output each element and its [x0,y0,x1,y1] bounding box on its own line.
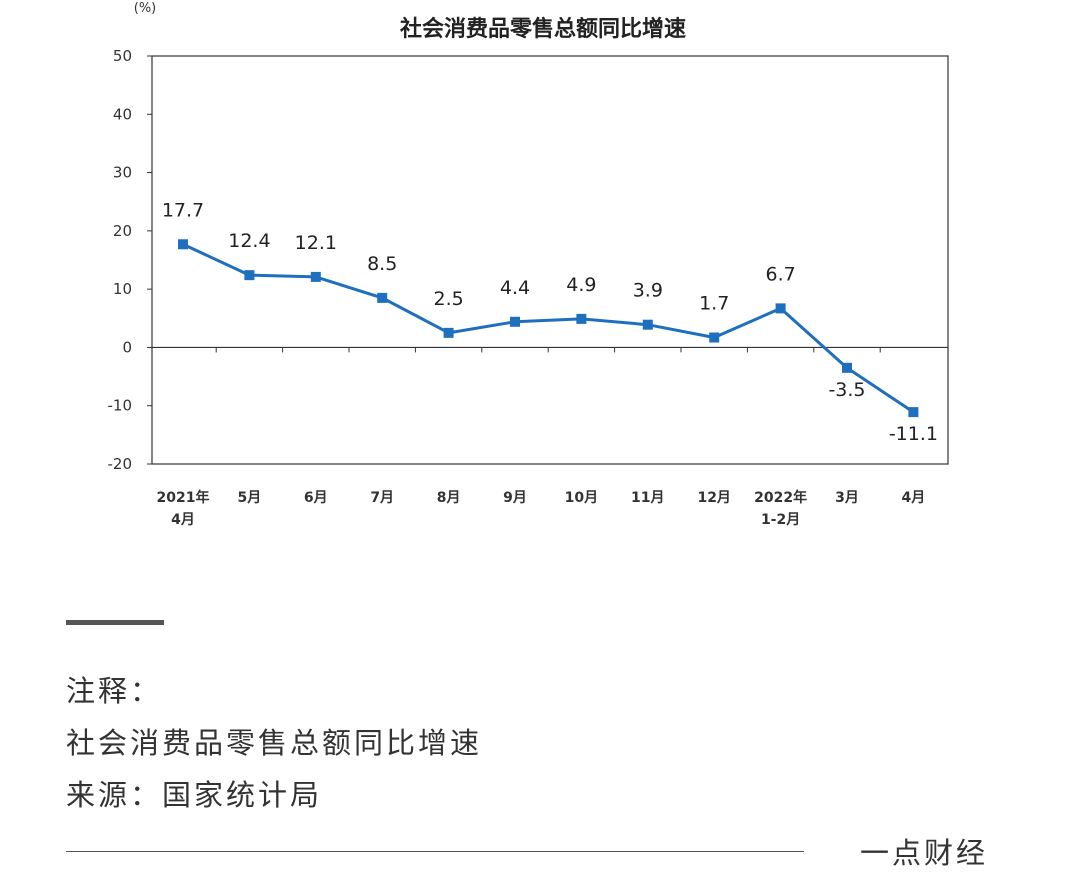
data-label: 2.5 [433,288,463,310]
data-point-marker [908,407,919,418]
data-point-marker [310,271,321,282]
plot-area [151,55,949,465]
x-tick-label: 3月 [835,490,859,506]
y-tick-label: 50 [113,47,132,65]
data-label: 8.5 [367,253,397,275]
data-label: -11.1 [889,423,938,445]
data-label: -3.5 [828,379,865,401]
line-chart: (%) 社会消费品零售总额同比增速 50 40 30 20 10 0 -10 -20 2021… [108,1,949,528]
data-point-marker [576,313,587,324]
series-markers [178,239,919,418]
y-unit-label: (%) [134,1,157,16]
data-label: 12.1 [295,232,337,254]
x-tick-label: 10月 [565,490,598,506]
data-point-marker [443,327,454,338]
x-tick-label: 4月 [902,490,926,506]
brand-label: 一点财经 [860,836,989,870]
data-point-marker [178,239,188,250]
data-point-marker [842,362,852,373]
note-source: 来源：国家统计局 [66,778,323,812]
data-point-marker [377,292,388,303]
data-label: 17.7 [162,199,204,221]
y-tick-label: 40 [113,105,132,123]
y-axis: 50 40 30 20 10 0 -10 -20 [108,47,152,473]
data-point-marker [775,303,786,314]
footer-divider [66,851,804,852]
x-tick-label: 8月 [437,490,461,506]
x-tick-label: 11月 [631,490,664,506]
y-tick-label: 30 [113,164,132,182]
data-label: 1.7 [699,293,729,315]
data-label: 4.9 [566,274,596,296]
series-line [182,242,915,414]
data-label: 4.4 [500,277,530,299]
data-labels: 17.7 12.4 12.1 8.5 2.5 4.4 4.9 3.9 1.7 6.7 -3.5 -11… [162,199,938,445]
x-tick-label: 9月 [503,490,527,506]
note-description: 社会消费品零售总额同比增速 [66,726,483,760]
section-divider [66,620,164,625]
x-tick-label: 4月 [171,512,195,528]
y-tick-label: -10 [108,397,133,415]
y-tick-label: 20 [113,222,132,240]
x-tick-label: 2022年 [754,489,807,506]
data-point-marker [510,316,520,327]
y-tick-label: 0 [122,338,132,356]
data-label: 6.7 [765,263,795,285]
data-point-marker [244,270,255,281]
y-tick-label: -20 [108,455,133,473]
x-axis: 2021年 4月 5月 6月 7月 8月 9月 10月 11月 12月 2022年 1-2月 3月 4月 [157,347,926,528]
data-point-marker [709,332,720,343]
x-tick-label: 6月 [304,490,328,506]
x-tick-label: 2021年 [157,489,210,506]
data-label: 12.4 [228,230,270,252]
x-tick-label: 5月 [238,490,262,506]
x-tick-label: 1-2月 [761,512,800,528]
data-label: 3.9 [633,280,663,302]
y-tick-label: 10 [113,280,132,298]
x-tick-label: 12月 [697,490,730,506]
chart-title: 社会消费品零售总额同比增速 [400,16,686,42]
note-heading: 注释： [66,674,163,708]
x-tick-label: 7月 [370,490,394,506]
data-point-marker [642,319,653,330]
